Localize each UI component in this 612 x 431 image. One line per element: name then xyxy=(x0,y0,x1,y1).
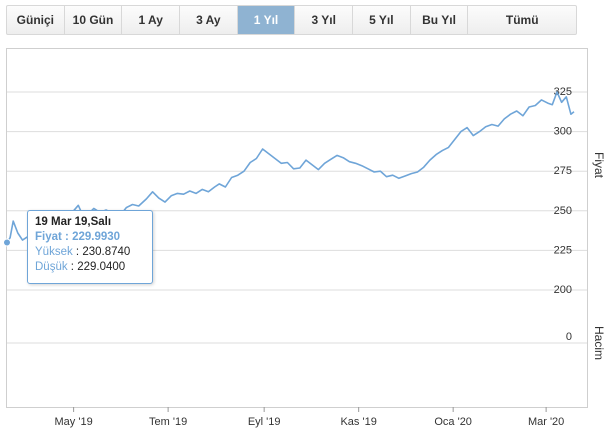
y-tick-label: 200 xyxy=(554,284,572,296)
tooltip-high-value: 230.8740 xyxy=(82,246,131,258)
range-selector: Güniçi 10 Gün 1 Ay 3 Ay 1 Yıl 3 Yıl 5 Yıl Bu Yı… xyxy=(6,5,577,35)
tooltip-date: 19 Mar 19,Salı xyxy=(35,216,112,228)
x-tick-label: May '19 xyxy=(55,416,93,428)
x-tick-label: Mar '20 xyxy=(528,416,564,428)
volume-axis-title: Hacim xyxy=(592,326,606,360)
tooltip-price: Fiyat : 229.9930 xyxy=(35,231,121,243)
x-tick-label: Tem '19 xyxy=(149,416,187,428)
range-button-8[interactable]: Tümü xyxy=(505,13,539,27)
tooltip-high: Yüksek : 230.8740 xyxy=(35,246,131,258)
range-button-5[interactable]: 3 Yıl xyxy=(295,6,354,34)
range-button-2[interactable]: 1 Ay xyxy=(122,6,181,34)
tooltip-low-value: 229.0400 xyxy=(77,261,126,273)
x-tick-label: Eyl '19 xyxy=(248,416,281,428)
tooltip-high-label: Yüksek xyxy=(35,246,73,258)
x-tick-label: Kas '19 xyxy=(340,416,376,428)
price-tooltip: 19 Mar 19,Salı Fiyat : 229.9930 Yüksek :… xyxy=(27,210,153,284)
range-button-7[interactable]: Bu Yıl xyxy=(411,6,469,34)
volume-tick-label: 0 xyxy=(566,331,572,343)
y-tick-label: 250 xyxy=(554,205,572,217)
tooltip-low: Düşük : 229.0400 xyxy=(35,261,126,273)
y-axis-title: Fiyat xyxy=(592,152,606,179)
y-tick-label: 300 xyxy=(554,126,572,138)
range-button-0[interactable]: Güniçi xyxy=(7,6,65,34)
x-tick-label: Oca '20 xyxy=(434,416,472,428)
tooltip-price-value: 229.9930 xyxy=(72,231,121,243)
range-button-3[interactable]: 3 Ay xyxy=(180,6,238,34)
range-button-1[interactable]: 10 Gün xyxy=(65,6,123,34)
y-tick-label: 225 xyxy=(554,244,572,256)
range-button-4[interactable]: 1 Yıl xyxy=(237,6,296,34)
y-tick-label: 275 xyxy=(554,165,572,177)
tooltip-price-label: Fiyat xyxy=(35,231,62,243)
range-button-6[interactable]: 5 Yıl xyxy=(353,6,411,34)
hover-point-marker xyxy=(3,238,11,247)
tooltip-low-label: Düşük xyxy=(35,261,68,273)
chart-frame xyxy=(6,48,588,408)
